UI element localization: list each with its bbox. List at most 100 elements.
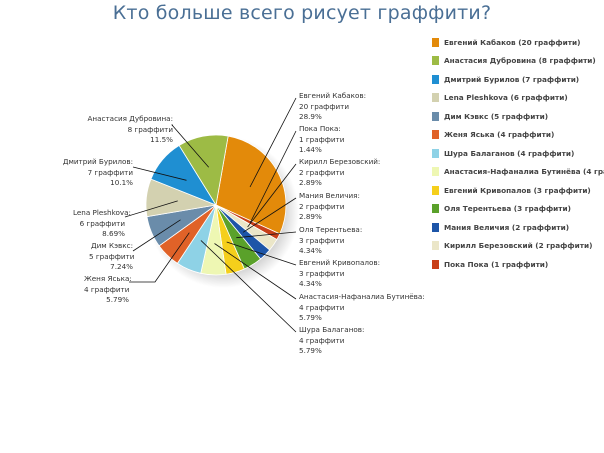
callout-евгений-кабаков: Евгений Кабаков: 20 граффити 28.9% [299, 91, 366, 123]
callout-name: Евгений Кабаков: [299, 91, 367, 100]
callout-мания-величия: Мания Величия: 2 граффити 2.89% [299, 191, 360, 223]
leader-line-анастасия-дубровина [171, 124, 210, 168]
callout-name: Шура Балаганов: [299, 325, 365, 334]
callout-name: Lena Pleshkova: [73, 208, 131, 217]
legend-swatch [432, 148, 439, 158]
legend-swatch [432, 37, 439, 47]
callout-женя-яська: Женя Яська: 4 граффити 5.79% [84, 274, 132, 306]
callout-анастасия-нафаналиа-бутинёва: Анастасия-Нафаналиа Бутинёва: 4 граффити 5… [299, 292, 425, 324]
legend-item-кирилл-березовский[interactable]: Кирилл Березовский (2 граффити) [432, 241, 604, 251]
callout-value: 4 граффити [299, 335, 345, 345]
leader-line-евгений-кабаков [249, 97, 297, 188]
callout-percent: 2.89% [299, 178, 322, 188]
callout-кирилл-березовский: Кирилл Березовский: 2 граффити 2.89% [299, 157, 380, 189]
legend-swatch [432, 74, 439, 84]
callout-дмитрий-бурилов: Дмитрий Бурилов: 7 граффити 10.1% [60, 157, 133, 189]
legend-swatch [432, 93, 439, 102]
callout-value: 1 граффити [299, 134, 345, 144]
legend-swatch [432, 167, 439, 176]
callout-value: 5 граффити [89, 251, 135, 261]
leader-line-евгений-кривопалов [226, 241, 297, 266]
callout-percent: 5.79% [106, 295, 129, 305]
legend-item-анастасия-нафаналиа-бутинёва[interactable]: Анастасия-Нафаналиа Бутинёва (4 граффити… [432, 167, 604, 177]
pie-slice-анастасия-дубровина[interactable] [178, 134, 229, 207]
callout-percent: 5.79% [299, 346, 322, 356]
legend-item-lena-pleshkova[interactable]: Lena Pleshkova (6 граффити) [432, 93, 604, 103]
callout-анастасия-дубровина: Анастасия Дубровина: 8 граффити 11.5% [48, 114, 174, 146]
leader-line-женя-яська [129, 232, 190, 283]
legend-label: Шура Балаганов (4 граффити) [444, 148, 575, 158]
legend-item-дим-кэвкс[interactable]: Дим Кэвкс (5 граффити) [432, 111, 604, 121]
callout-value: 4 граффити [84, 284, 130, 294]
callout-percent: 1.44% [299, 145, 322, 155]
legend-label: Кирилл Березовский (2 граффити) [444, 241, 593, 250]
callout-оля-терентьева: Оля Терентьева: 3 граффити 4.34% [299, 225, 362, 257]
legend-label: Lena Pleshkova (6 граффити) [444, 93, 568, 102]
legend-item-евгений-кабаков[interactable]: Евгений Кабаков (20 граффити) [432, 37, 604, 47]
callout-name: Анастасия-Нафаналиа Бутинёва: [299, 292, 425, 301]
callout-value: 6 граффити [79, 218, 125, 228]
callout-name: Пока Пока: [299, 124, 341, 133]
legend-item-пока-пока[interactable]: Пока Пока (1 граффити) [432, 259, 604, 269]
callout-lena-pleshkova: Lena Pleshkova: 6 граффити 8.69% [73, 208, 131, 240]
callout-percent: 4.34% [299, 279, 322, 289]
leader-line-дмитрий-бурилов [132, 166, 187, 181]
leader-lines [124, 97, 297, 333]
legend-item-анастасия-дубровина[interactable]: Анастасия Дубровина (8 граффити) [432, 56, 604, 66]
legend-swatch [432, 56, 439, 65]
legend-label: Анастасия Дубровина (8 граффити) [444, 56, 596, 65]
callout-value: 3 граффити [299, 235, 345, 245]
callout-percent: 10.1% [110, 178, 133, 188]
callout-percent: 5.79% [299, 313, 322, 323]
callout-value: 20 граффити [299, 101, 349, 111]
legend-label: Женя Яська (4 граффити) [444, 130, 555, 139]
legend-label: Пока Пока (1 граффити) [444, 259, 549, 269]
legend-label: Дмитрий Бурилов (7 граффити) [444, 74, 580, 84]
legend-label: Дим Кэвкс (5 граффити) [444, 111, 549, 121]
legend-item-мания-величия[interactable]: Мания Величия (2 граффити) [432, 222, 604, 232]
callout-value: 2 граффити [299, 201, 345, 211]
legend-item-евгений-кривопалов[interactable]: Евгений Кривопалов (3 граффити) [432, 185, 604, 195]
callout-дим-кэвкс: Дим Кэвкс: 5 граффити 7.24% [89, 241, 135, 273]
chart-title: Кто больше всего рисует граффити? [112, 2, 492, 24]
legend-swatch [432, 259, 439, 269]
pie-slices [145, 134, 287, 276]
callout-value: 2 граффити [299, 167, 345, 177]
legend-item-шура-балаганов[interactable]: Шура Балаганов (4 граффити) [432, 148, 604, 158]
leader-line-анастасия-нафаналиа-бутинёва [214, 243, 297, 300]
legend-label: Анастасия-Нафаналиа Бутинёва (4 граффити… [444, 167, 604, 176]
leader-line-мания-величия [242, 197, 297, 233]
callout-name: Женя Яська: [84, 274, 132, 283]
leader-line-оля-терентьева [236, 231, 297, 239]
legend-label: Мания Величия (2 граффити) [444, 222, 570, 232]
legend-swatch [432, 222, 439, 232]
callout-value: 8 граффити [127, 124, 173, 134]
callout-шура-балаганов: Шура Балаганов: 4 граффити 5.79% [299, 325, 364, 357]
legend-label: Оля Терентьева (3 граффити) [444, 204, 571, 213]
callout-name: Дим Кэвкс: [91, 241, 133, 250]
callout-name: Кирилл Березовский: [299, 157, 381, 166]
legend-swatch [432, 111, 439, 121]
leader-line-lena-pleshkova [124, 200, 178, 218]
callout-percent: 28.9% [299, 112, 322, 122]
callout-name: Дмитрий Бурилов: [62, 157, 133, 166]
legend-label: Евгений Кривопалов (3 граффити) [444, 185, 591, 195]
leader-line-кирилл-березовский [247, 163, 297, 228]
callout-percent: 11.5% [150, 135, 173, 145]
callout-name: Мания Величия: [299, 191, 360, 200]
callout-name: Евгений Кривопалов: [299, 258, 381, 267]
legend-item-оля-терентьева[interactable]: Оля Терентьева (3 граффити) [432, 204, 604, 214]
legend-swatch [432, 130, 439, 139]
callout-name: Анастасия Дубровина: [87, 114, 174, 123]
callout-value: 3 граффити [299, 268, 345, 278]
leader-line-дим-кэвкс [132, 219, 181, 252]
callout-value: 4 граффити [299, 302, 345, 312]
callout-percent: 4.34% [299, 246, 322, 256]
legend-swatch [432, 241, 439, 250]
callout-percent: 7.24% [110, 262, 133, 272]
leader-line-шура-балаганов [200, 240, 297, 333]
legend-item-женя-яська[interactable]: Женя Яська (4 граффити) [432, 130, 604, 140]
callout-value: 7 граффити [87, 167, 133, 177]
legend-item-дмитрий-бурилов[interactable]: Дмитрий Бурилов (7 граффити) [432, 74, 604, 84]
